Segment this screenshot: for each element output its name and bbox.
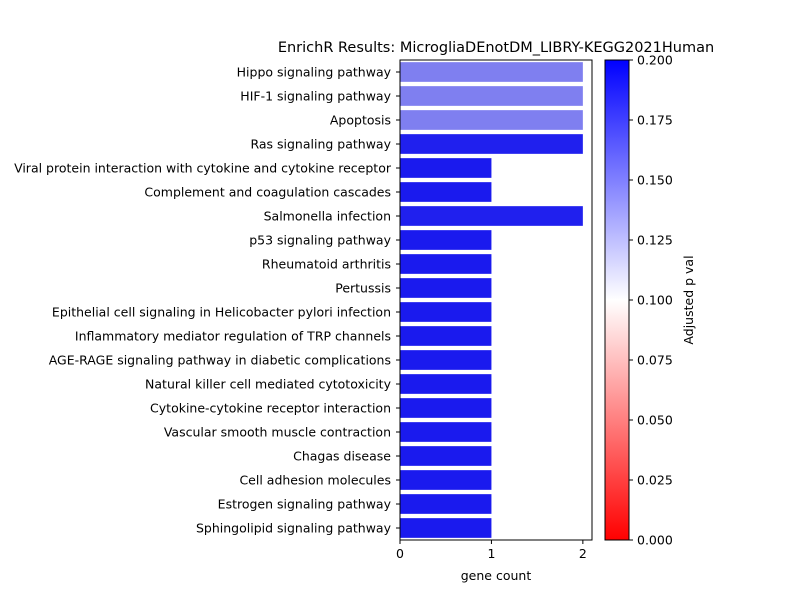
bar [400,326,492,346]
colorbar-tick-label: 0.050 [637,413,673,428]
y-tick-label: Pertussis [335,281,391,296]
colorbar-tick-label: 0.200 [637,53,673,68]
colorbar-tick-label: 0.125 [637,233,673,248]
y-tick-label: Hippo signaling pathway [237,65,392,80]
y-tick-label: AGE-RAGE signaling pathway in diabetic c… [49,353,391,368]
bar [400,494,492,514]
x-tick-label: 0 [396,546,404,561]
y-tick-label: Chagas disease [293,449,391,464]
colorbar-tick-label: 0.150 [637,173,673,188]
colorbar-label: Adjusted p val [681,255,696,344]
chart-title: EnrichR Results: MicrogliaDEnotDM_LIBRY-… [278,40,714,56]
bar [400,446,492,466]
y-tick-label: Viral protein interaction with cytokine … [14,161,392,176]
plot-frame [399,59,593,541]
colorbar-ticks: 0.000 0.025 0.050 0.075 0.100 0.125 0.150 0.175… [629,53,673,548]
y-tick-label: Sphingolipid signaling pathway [196,521,392,536]
bar [400,278,492,298]
bar [400,86,583,106]
x-tick-label: 1 [487,546,495,561]
bar [400,110,583,130]
y-tick-label: p53 signaling pathway [249,233,391,248]
x-tick-label: 2 [579,546,587,561]
bars-layer [400,62,583,538]
y-tick-label: Ras signaling pathway [250,137,391,152]
category-labels: Hippo signaling pathway HIF-1 signaling p… [14,65,400,536]
bar [400,254,492,274]
x-axis-label: gene count [461,568,532,583]
y-tick-label: Apoptosis [330,113,391,128]
bar [400,182,492,202]
y-tick-label: Vascular smooth muscle contraction [164,425,391,440]
bar [400,398,492,418]
bar [400,422,492,442]
y-tick-label: Complement and coagulation cascades [144,185,391,200]
colorbar-tick-label: 0.100 [637,293,673,308]
bar [400,302,492,322]
bar [400,230,492,250]
colorbar [604,59,630,541]
bar [400,134,583,154]
bar [400,158,492,178]
y-tick-label: Cell adhesion molecules [239,473,391,488]
y-tick-label: Inflammatory mediator regulation of TRP … [75,329,391,344]
y-tick-label: HIF-1 signaling pathway [240,89,391,104]
bar [400,206,583,226]
bar [400,470,492,490]
bar [400,350,492,370]
y-tick-label: Estrogen signaling pathway [218,497,392,512]
bar [400,374,492,394]
x-axis: 0 1 2 [396,540,587,561]
colorbar-tick-label: 0.075 [637,353,673,368]
y-tick-label: Rheumatoid arthritis [262,257,391,272]
bar [400,62,583,82]
y-tick-label: Salmonella infection [264,209,391,224]
y-tick-label: Natural killer cell mediated cytotoxicit… [145,377,392,392]
colorbar-tick-label: 0.175 [637,113,673,128]
y-tick-label: Epithelial cell signaling in Helicobacte… [52,305,391,320]
colorbar-tick-label: 0.000 [637,533,673,548]
y-tick-label: Cytokine-cytokine receptor interaction [150,401,391,416]
colorbar-tick-label: 0.025 [637,473,673,488]
bar [400,518,492,538]
